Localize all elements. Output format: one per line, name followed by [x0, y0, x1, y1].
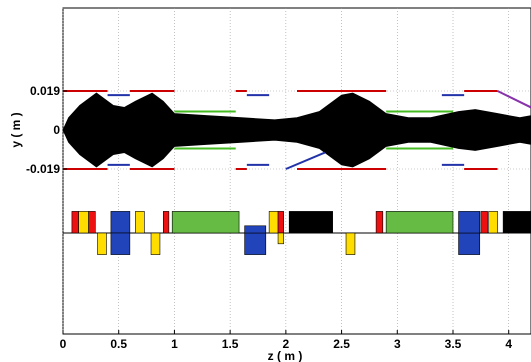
lattice-element	[97, 232, 107, 255]
aperture-line	[285, 151, 326, 170]
lattice-element	[277, 211, 284, 234]
lattice-element	[110, 211, 131, 234]
x-tick-label: 3	[394, 337, 401, 351]
lattice-element	[88, 211, 96, 234]
lattice-element	[288, 211, 333, 234]
lattice-element	[162, 211, 170, 234]
lattice-element	[244, 232, 267, 255]
x-tick-label: 0	[60, 337, 67, 351]
lattice-element	[71, 211, 79, 234]
lattice-element	[458, 211, 481, 234]
lattice-element	[277, 232, 284, 245]
lattice-element	[244, 225, 267, 234]
x-tick-label: 3.5	[445, 337, 462, 351]
y-tick-label: 0.019	[30, 84, 60, 98]
y-axis-title: y ( m )	[9, 112, 23, 147]
lattice-element	[385, 211, 454, 234]
beam-envelope	[62, 92, 531, 168]
x-tick-label: 2	[283, 337, 290, 351]
lattice-element	[480, 211, 488, 234]
lattice-element	[268, 211, 279, 234]
lattice-element	[78, 211, 89, 234]
beam-envelope-band	[62, 92, 531, 168]
lattice-element	[135, 211, 145, 234]
x-axis-ticks: 0 0.5 1 1.5 2 2.5 3 3.5 4	[60, 330, 512, 351]
lattice-element	[502, 211, 531, 234]
y-tick-label: -0.019	[26, 162, 60, 176]
x-axis-title: z ( m )	[268, 349, 303, 362]
lattice-element	[110, 232, 131, 255]
lattice-element	[375, 211, 384, 234]
lattice-element	[458, 232, 481, 255]
lattice-element	[488, 211, 498, 234]
lattice-element	[171, 211, 240, 234]
x-tick-label: 0.5	[110, 337, 127, 351]
x-tick-label: 1.5	[222, 337, 239, 351]
aperture-lines	[63, 90, 531, 170]
lattice-elements	[71, 211, 531, 255]
plot-area	[62, 7, 531, 335]
y-tick-label: 0	[53, 123, 60, 137]
x-tick-label: 1	[171, 337, 178, 351]
lattice-element	[345, 232, 356, 255]
aperture-line	[497, 90, 531, 109]
x-tick-label: 4	[505, 337, 512, 351]
y-axis-ticks: 0.019 0 -0.019	[26, 84, 67, 176]
x-tick-label: 2.5	[333, 337, 350, 351]
lattice-element	[150, 232, 161, 255]
